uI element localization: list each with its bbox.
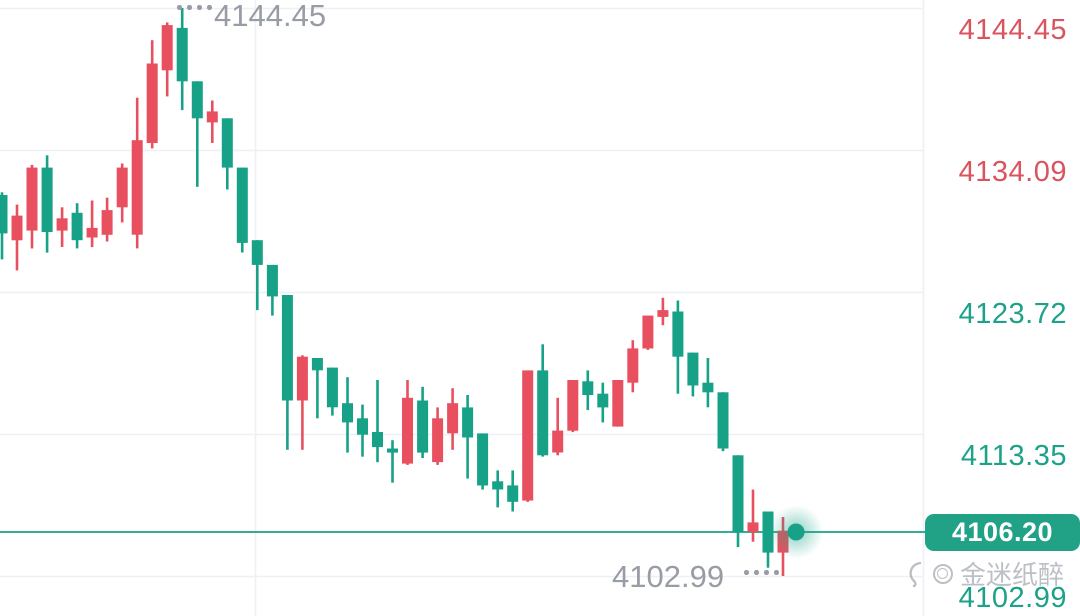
watermark-logo-icon [909,561,922,587]
low-leader-dots-icon [744,570,779,575]
price-axis[interactable]: 4144.45 4134.09 4123.72 4113.35 4102.99 [923,0,1080,616]
grid-lines [0,0,925,616]
watermark-text: 金迷纸醉 [959,560,1064,590]
current-price-label: 4106.20 [951,516,1054,547]
price-axis-tick: 4102.99 [958,582,1067,614]
watermark-ring-icon [932,563,953,584]
price-axis-tick: 4123.72 [958,297,1067,330]
watermark: 金迷纸醉 [906,555,1064,592]
price-axis-tick: 4113.35 [960,440,1067,473]
candles [0,8,789,576]
high-price-annotation: 4144.45 [214,0,327,33]
current-price-box: 4106.20 [925,513,1080,551]
high-leader-dots-icon [177,5,212,10]
price-axis-tick: 4134.09 [958,155,1067,188]
low-price-annotation: 4102.99 [612,559,725,594]
price-axis-tick: 4144.45 [958,13,1067,46]
last-price-pulse-dot [769,505,824,560]
